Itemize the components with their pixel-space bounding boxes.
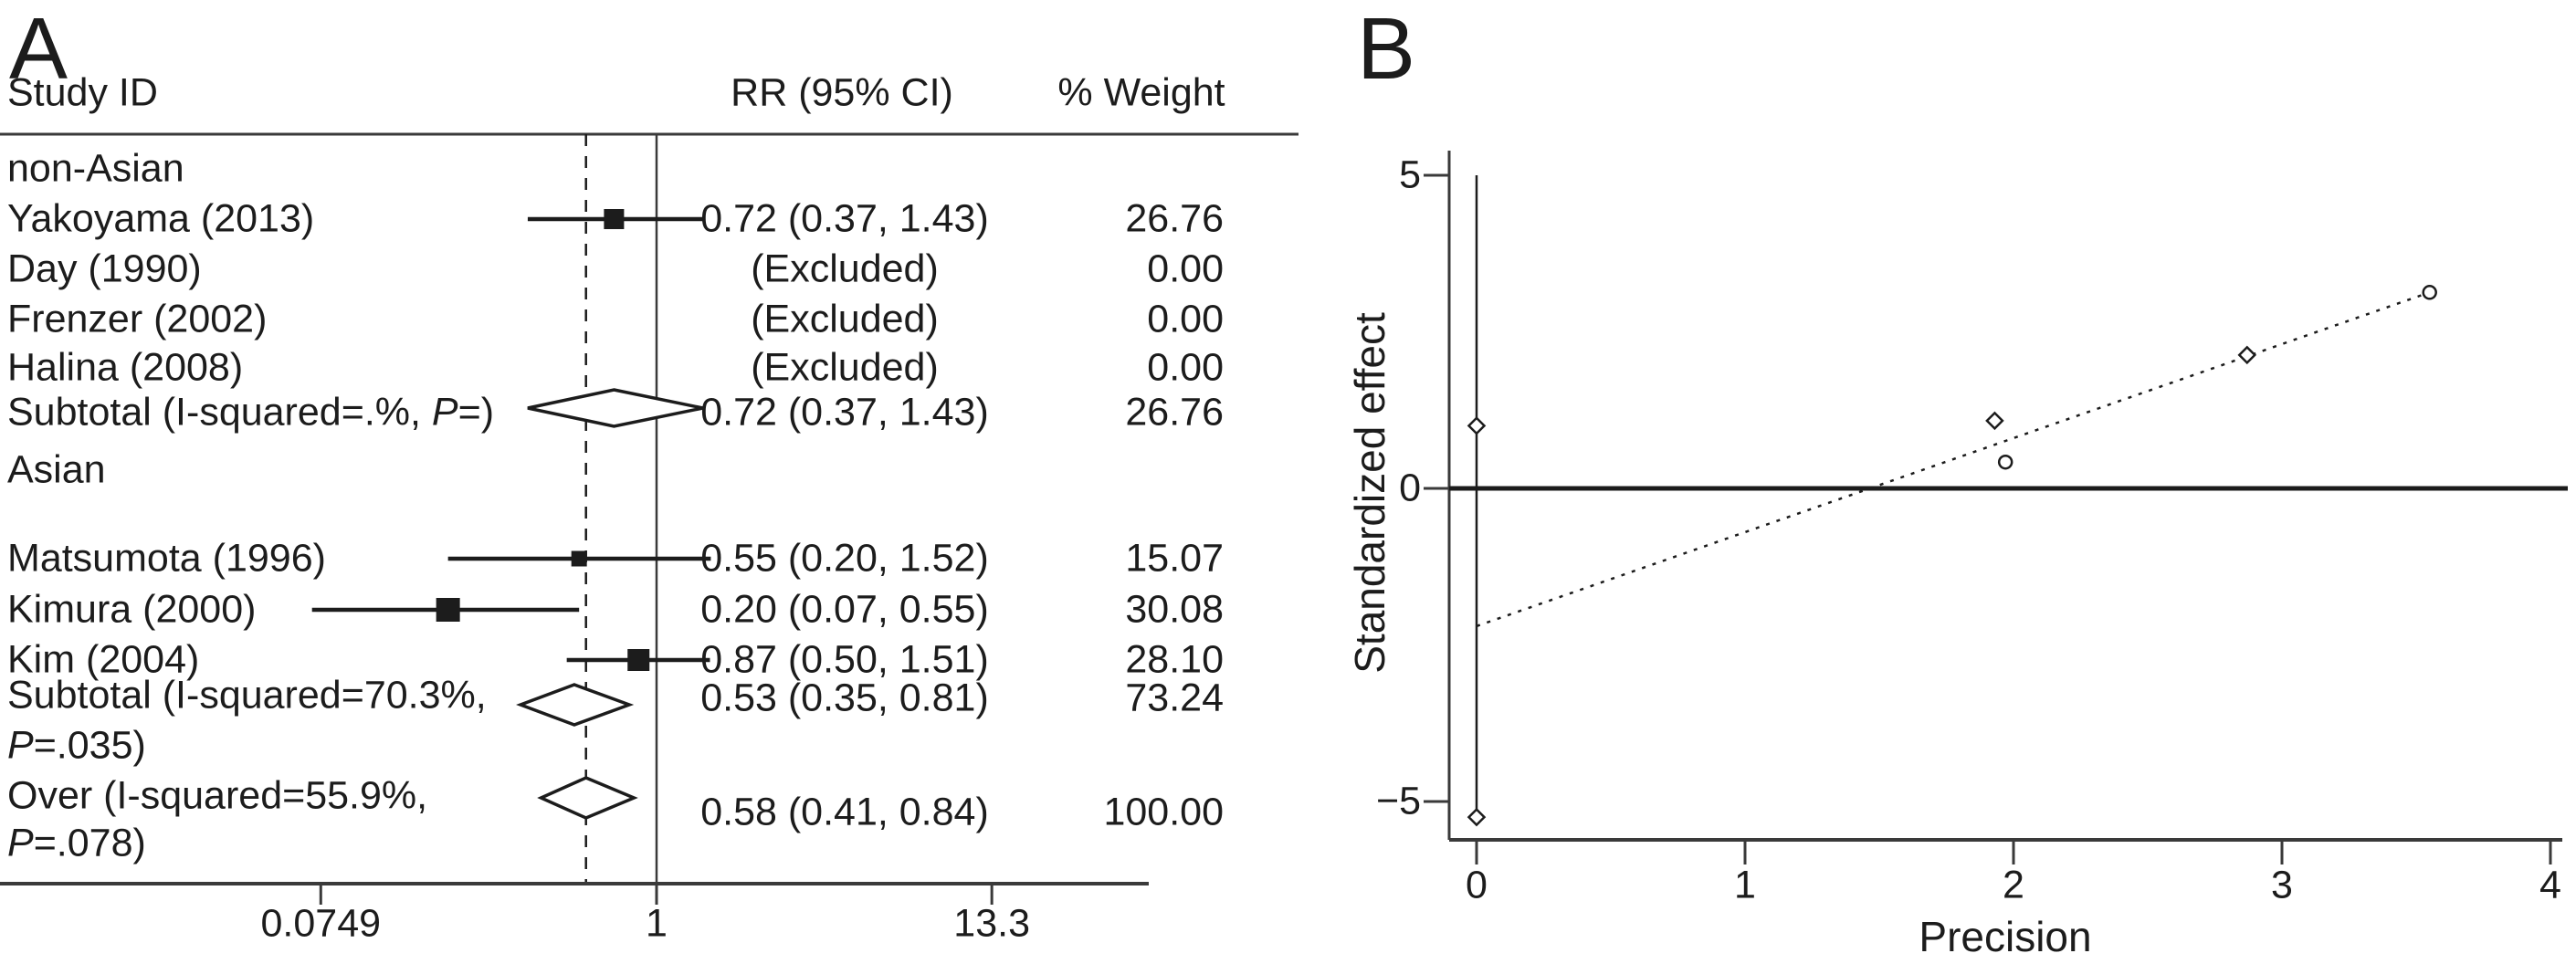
scatter-point-diamond — [2237, 345, 2257, 365]
study-label: Frenzer (2002) — [7, 297, 268, 341]
study-label: Subtotal (I-squared=70.3%, — [7, 673, 487, 718]
effect-square — [604, 209, 625, 229]
study-label: Kimura (2000) — [7, 587, 257, 632]
group-label: non-Asian — [7, 146, 184, 191]
pooled-diamond — [516, 683, 635, 727]
forest-x-tick-label: 0.0749 — [260, 901, 382, 946]
rr-value: 0.53 (0.35, 0.81) — [700, 676, 989, 720]
rr-value: 0.58 (0.41, 0.84) — [700, 790, 989, 834]
study-label: Day (1990) — [7, 246, 202, 291]
study-label: Yakoyama (2013) — [7, 196, 315, 241]
study-label-line2: P=.035) — [7, 723, 146, 768]
label-post: =) — [457, 390, 495, 435]
column-header-rr-ci: RR (95% CI) — [731, 70, 953, 115]
scatter-y-tick-label: 5 — [1399, 152, 1421, 197]
rr-value: 0.55 (0.20, 1.52) — [700, 536, 989, 581]
pooled-diamond — [537, 776, 638, 820]
rr-value: (Excluded) — [751, 246, 939, 291]
forest-x-tick-label: 13.3 — [953, 901, 1031, 946]
rr-value: 0.72 (0.37, 1.43) — [700, 390, 989, 435]
scatter-point-diamond — [1467, 807, 1487, 827]
scatter-point-circle — [1997, 454, 2013, 470]
italic-p: P — [7, 821, 34, 865]
column-header-weight: % Weight — [1057, 70, 1225, 115]
rr-value: 0.72 (0.37, 1.43) — [700, 196, 989, 241]
rr-value: 0.20 (0.07, 0.55) — [700, 587, 989, 632]
scatter-x-tick-label: 3 — [2271, 863, 2293, 907]
scatter-y-tick-label: −5 — [1375, 779, 1421, 823]
regression-dotted-line — [1476, 291, 2431, 628]
italic-p: P — [431, 390, 458, 435]
weight-value: 100.00 — [1103, 790, 1224, 834]
forest-x-tick-label: 1 — [646, 901, 668, 946]
weight-value: 26.76 — [1125, 196, 1224, 241]
group-label: Asian — [7, 447, 106, 492]
scatter-x-tick-label: 4 — [2539, 863, 2561, 907]
x-axis-title: Precision — [1919, 913, 2092, 960]
scatter-y-tick-label: 0 — [1399, 466, 1421, 510]
italic-p: P — [7, 723, 34, 768]
scatter-x-tick-label: 1 — [1734, 863, 1756, 907]
column-header-study-id: Study ID — [7, 70, 158, 115]
weight-value: 26.76 — [1125, 390, 1224, 435]
weight-value: 0.00 — [1147, 345, 1224, 390]
study-label: Matsumota (1996) — [7, 536, 326, 581]
label-rest: =.035) — [33, 723, 146, 768]
study-label: Halina (2008) — [7, 345, 244, 390]
weight-value: 73.24 — [1125, 676, 1224, 720]
panel-a-label: A — [9, 0, 68, 98]
label-rest: =.078) — [33, 821, 146, 865]
scatter-point-circle — [2422, 285, 2437, 300]
effect-square — [571, 550, 587, 567]
study-label: Kim (2004) — [7, 637, 200, 682]
panel-b-label: B — [1357, 0, 1416, 98]
weight-value: 0.00 — [1147, 297, 1224, 341]
scatter-x-tick-label: 0 — [1466, 863, 1488, 907]
effect-square — [627, 649, 650, 671]
pooled-diamond — [527, 388, 704, 428]
weight-value: 0.00 — [1147, 246, 1224, 291]
weight-value: 30.08 — [1125, 587, 1224, 632]
effect-square — [436, 598, 460, 622]
label-pre: Subtotal (I-squared=.%, — [7, 390, 432, 435]
weight-value: 15.07 — [1125, 536, 1224, 581]
scatter-point-diamond — [1985, 411, 2004, 431]
study-label-line2: P=.078) — [7, 821, 146, 865]
weight-value: 28.10 — [1125, 637, 1224, 682]
rr-value: (Excluded) — [751, 297, 939, 341]
rr-value: (Excluded) — [751, 345, 939, 390]
rr-value: 0.87 (0.50, 1.51) — [700, 637, 989, 682]
scatter-x-tick-label: 2 — [2003, 863, 2024, 907]
study-label: Subtotal (I-squared=.%, P=) — [7, 393, 494, 433]
study-label: Over (I-squared=55.9%, — [7, 773, 428, 818]
scatter-point-diamond — [1467, 416, 1487, 435]
